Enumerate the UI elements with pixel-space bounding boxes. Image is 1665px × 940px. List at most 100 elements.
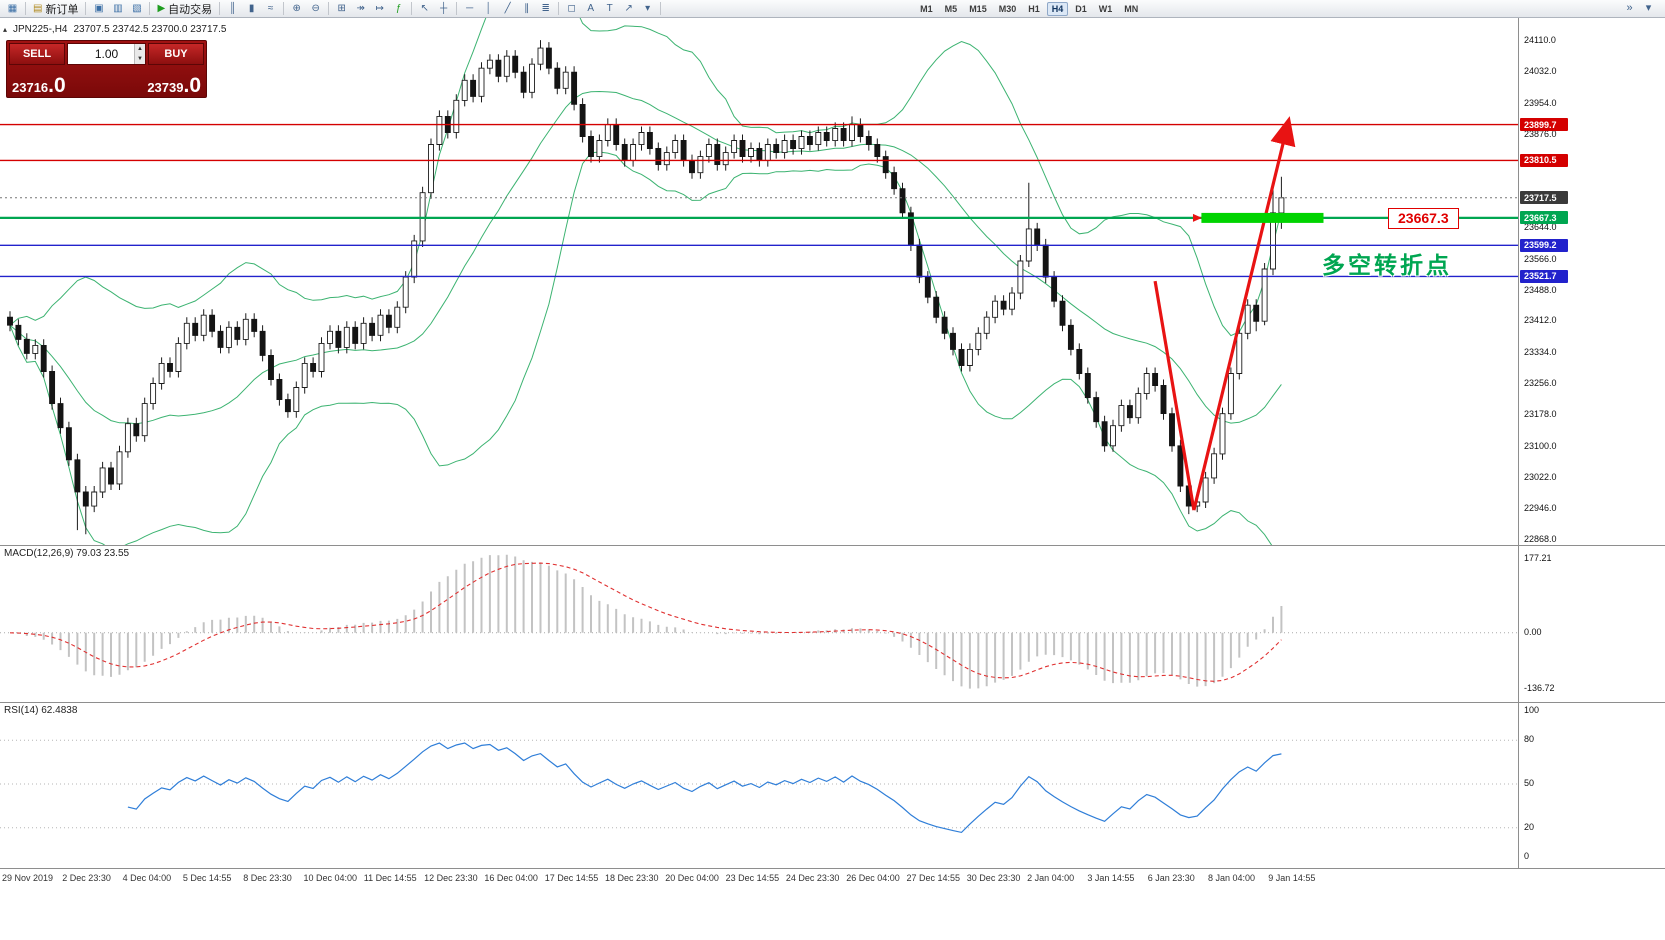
time-axis-label: 8 Dec 23:30 [243,873,292,883]
timeframe-M30[interactable]: M30 [998,3,1017,14]
bollinger-middle-line [9,90,1282,425]
macd-canvas [0,554,1518,689]
sell-button[interactable]: SELL [9,43,65,65]
timeframe-H1[interactable]: H1 [1028,3,1040,14]
draw-tools-dropdown-icon[interactable]: ▾ [639,1,656,16]
indicators-icon[interactable]: ƒ [390,1,407,16]
auto-trading-button: ▶ [157,3,166,14]
candlestick-chart-icon: ▮ [248,3,255,14]
time-axis-label: 10 Dec 04:00 [303,873,358,883]
bar-chart-icon: ║ [229,3,237,14]
bear-candles [7,47,1260,507]
macd-scale-label: 0.00 [1524,626,1542,637]
time-axis-label: 17 Dec 14:55 [544,873,599,883]
chart-shift-icon[interactable]: ↦ [371,1,388,16]
bollinger-lower-line [9,151,1273,545]
turning-point-note: 多空转折点 [1322,251,1452,278]
price-chart-canvas[interactable] [0,18,1518,545]
price-tick-label: 23954.0 [1524,97,1557,108]
crosshair-icon: ┼ [440,3,448,14]
time-axis[interactable]: 29 Nov 2019 2 Dec 23:30 4 Dec 04:00 5 Dec 1… [0,868,1665,888]
horizontal-line-icon: ─ [466,3,474,14]
toolbar-separator [660,2,662,15]
data-window-icon[interactable]: ▥ [109,1,126,16]
channel-icon: ∥ [524,3,530,14]
auto-trading-button[interactable]: ▶ 自动交易 [153,1,216,16]
chart-symbol-period: JPN225-,H4 [13,24,68,35]
time-axis-label: 20 Dec 04:00 [665,873,719,883]
timeframe-MN[interactable]: MN [1124,3,1139,14]
new-order-button[interactable]: ▤ 新订单 [29,1,82,16]
new-chart-icon[interactable]: ▦ [4,1,21,16]
trendline-icon[interactable]: ╱ [499,1,516,16]
chart-ohlc-values: 23707.5 23742.5 23700.0 23717.5 [73,24,227,35]
tile-windows-icon: ⊞ [337,3,346,14]
macd-label: MACD(12,26,9) 79.03 23.55 [4,548,130,559]
chart-shift-icon: ↦ [375,3,384,14]
chart-profiles-icon[interactable]: ▣ [90,1,107,16]
crosshair-icon[interactable]: ┼ [435,1,452,16]
bar-chart-icon[interactable]: ║ [224,1,241,16]
new-order-button: ▤ [33,3,43,14]
price-tick-label: 24110.0 [1524,35,1556,46]
horizontal-line-icon[interactable]: ─ [461,1,478,16]
price-chart-panel[interactable]: ▴ JPN225-,H4 23707.5 23742.5 23700.0 237… [0,18,1665,545]
fibonacci-icon[interactable]: ≣ [537,1,554,16]
timeframe-W1[interactable]: W1 [1098,3,1113,14]
vertical-line-icon[interactable]: │ [480,1,497,16]
toolbar-separator [283,2,285,15]
channel-icon[interactable]: ∥ [518,1,535,16]
time-axis-label: 24 Dec 23:30 [785,873,840,883]
time-axis-label: 9 Jan 14:55 [1268,873,1316,883]
fibonacci-icon: ≣ [541,3,550,14]
timeframe-D1[interactable]: D1 [1075,3,1087,14]
navigator-icon[interactable]: ▧ [128,1,145,16]
toolbar-separator [456,2,458,15]
zoom-in-icon[interactable]: ⊕ [288,1,305,16]
shapes-icon[interactable]: ◻ [563,1,580,16]
timeframe-M15[interactable]: M15 [969,3,987,14]
timeframe-M1[interactable]: M1 [920,3,933,14]
zoom-out-icon[interactable]: ⊖ [307,1,324,16]
toolbar-separator [328,2,330,15]
cursor-icon[interactable]: ↖ [416,1,433,16]
price-callout-label: 23667.3 [1388,207,1459,229]
tile-windows-icon[interactable]: ⊞ [333,1,350,16]
volume-increase-icon[interactable]: ▲ [134,44,145,54]
toolbar: ▦ ▤ 新订单 ▣ ▥ ▧ ▶ 自动交易 ║ ▮ ≈ ⊕ ⊖ ⊞ ↠ ↦ ƒ ↖ ┼ ─ │ ╱ ∥ ≣ ◻ A T ↗ ▾ M1 M5 M1… [0,0,1665,18]
data-window-icon: ▥ [113,3,123,14]
text-icon: A [587,3,594,14]
arrows-tool-icon[interactable]: ↗ [620,1,637,16]
buy-button[interactable]: BUY [148,43,204,65]
line-chart-icon[interactable]: ≈ [262,1,279,16]
price-tick-label: 22946.0 [1524,502,1557,513]
toolbar-collapse-icon[interactable]: ▾ [1645,2,1652,14]
draw-tools-dropdown-icon: ▾ [645,3,651,14]
time-axis-label: 2 Dec 23:30 [62,873,111,883]
time-axis-label: 30 Dec 23:30 [966,873,1021,883]
time-axis-label: 26 Dec 04:00 [846,873,900,883]
volume-decrease-icon[interactable]: ▼ [134,54,145,64]
price-tick-label: 23488.0 [1524,284,1557,295]
trend-arrow-1 [1153,280,1196,511]
level-marker-arrow [1192,213,1202,222]
rsi-panel[interactable]: RSI(14) 62.4838 [0,702,1665,868]
macd-panel[interactable]: MACD(12,26,9) 79.03 23.55 [0,545,1665,702]
timeframe-M5[interactable]: M5 [944,3,958,14]
volume-input[interactable]: 1.00 ▲ ▼ [67,43,146,65]
text-label-icon[interactable]: T [601,1,618,16]
auto-scroll-icon[interactable]: ↠ [352,1,369,16]
time-axis-label: 23 Dec 14:55 [725,873,780,883]
vertical-line-icon: │ [485,3,492,14]
chart-profiles-icon: ▣ [94,3,104,14]
price-axis[interactable]: 24110.0 24032.0 23954.0 23876.0 23644.0 23566… [1519,18,1665,868]
timeframe-H4[interactable]: H4 [1046,1,1069,16]
price-tick-label: 23256.0 [1524,378,1557,389]
time-axis-label: 27 Dec 14:55 [906,873,961,883]
toolbar-overflow-icon[interactable]: » [1626,2,1633,14]
price-level-tag: 23810.5 [1520,153,1568,167]
candlestick-chart-icon[interactable]: ▮ [243,1,260,16]
text-icon[interactable]: A [582,1,599,16]
chart-menu-icon[interactable]: ▴ [3,25,8,34]
